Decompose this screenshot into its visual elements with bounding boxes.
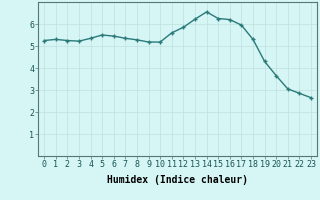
X-axis label: Humidex (Indice chaleur): Humidex (Indice chaleur)	[107, 175, 248, 185]
